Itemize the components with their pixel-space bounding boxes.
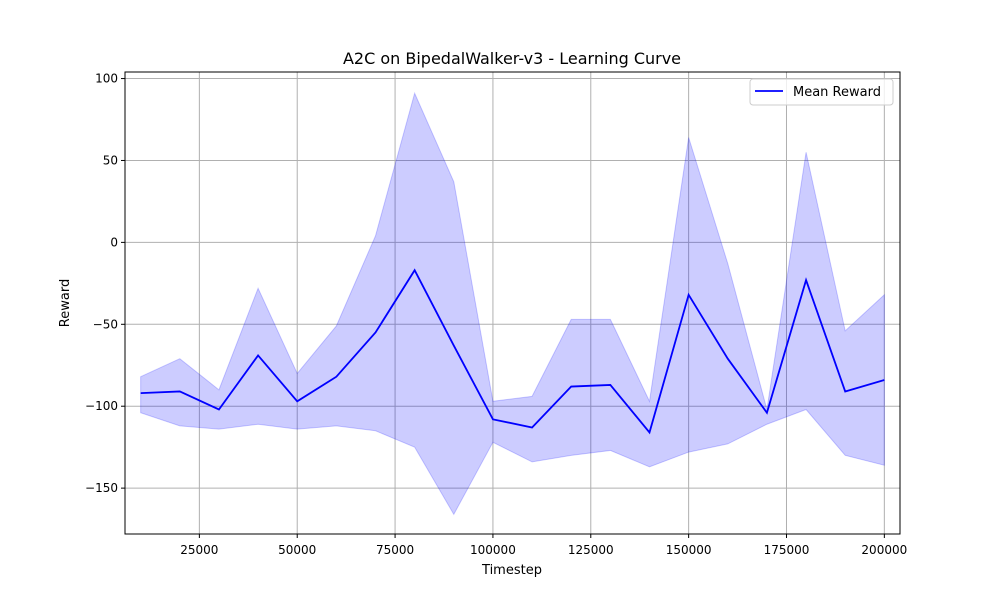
y-tick-label: −150 <box>85 481 118 495</box>
legend: Mean Reward <box>749 78 894 106</box>
x-axis-label: Timestep <box>481 563 542 578</box>
x-tick-label: 200000 <box>861 543 907 557</box>
y-tick-label: 50 <box>103 153 118 167</box>
y-tick-label: −50 <box>93 317 118 331</box>
std-band-area <box>140 91 885 516</box>
confidence-band <box>140 91 885 516</box>
y-axis-label: Reward <box>58 279 73 327</box>
y-tick-label: 0 <box>110 235 118 249</box>
x-tick-label: 75000 <box>376 543 414 557</box>
legend-box <box>749 78 894 106</box>
x-tick-label: 150000 <box>666 543 712 557</box>
x-tick-label: 50000 <box>278 543 316 557</box>
plot-frame <box>124 71 901 535</box>
y-axis-ticks: 100 50 0 −50 −100 −150 <box>85 72 125 495</box>
x-axis-ticks: 25000 50000 75000 100000 125000 150000 175000 2… <box>180 534 907 557</box>
x-tick-label: 175000 <box>764 543 810 557</box>
legend-label-mean-reward: Mean Reward <box>793 85 881 100</box>
mean-reward-line <box>140 268 885 435</box>
y-tick-label: −100 <box>85 399 118 413</box>
grid-lines <box>125 72 900 534</box>
x-tick-label: 125000 <box>568 543 614 557</box>
mean-reward-series <box>140 268 885 435</box>
x-tick-label: 25000 <box>180 543 218 557</box>
y-tick-label: 100 <box>95 72 118 86</box>
x-tick-label: 100000 <box>470 543 516 557</box>
chart-title: A2C on BipedalWalker-v3 - Learning Curve <box>343 49 681 68</box>
